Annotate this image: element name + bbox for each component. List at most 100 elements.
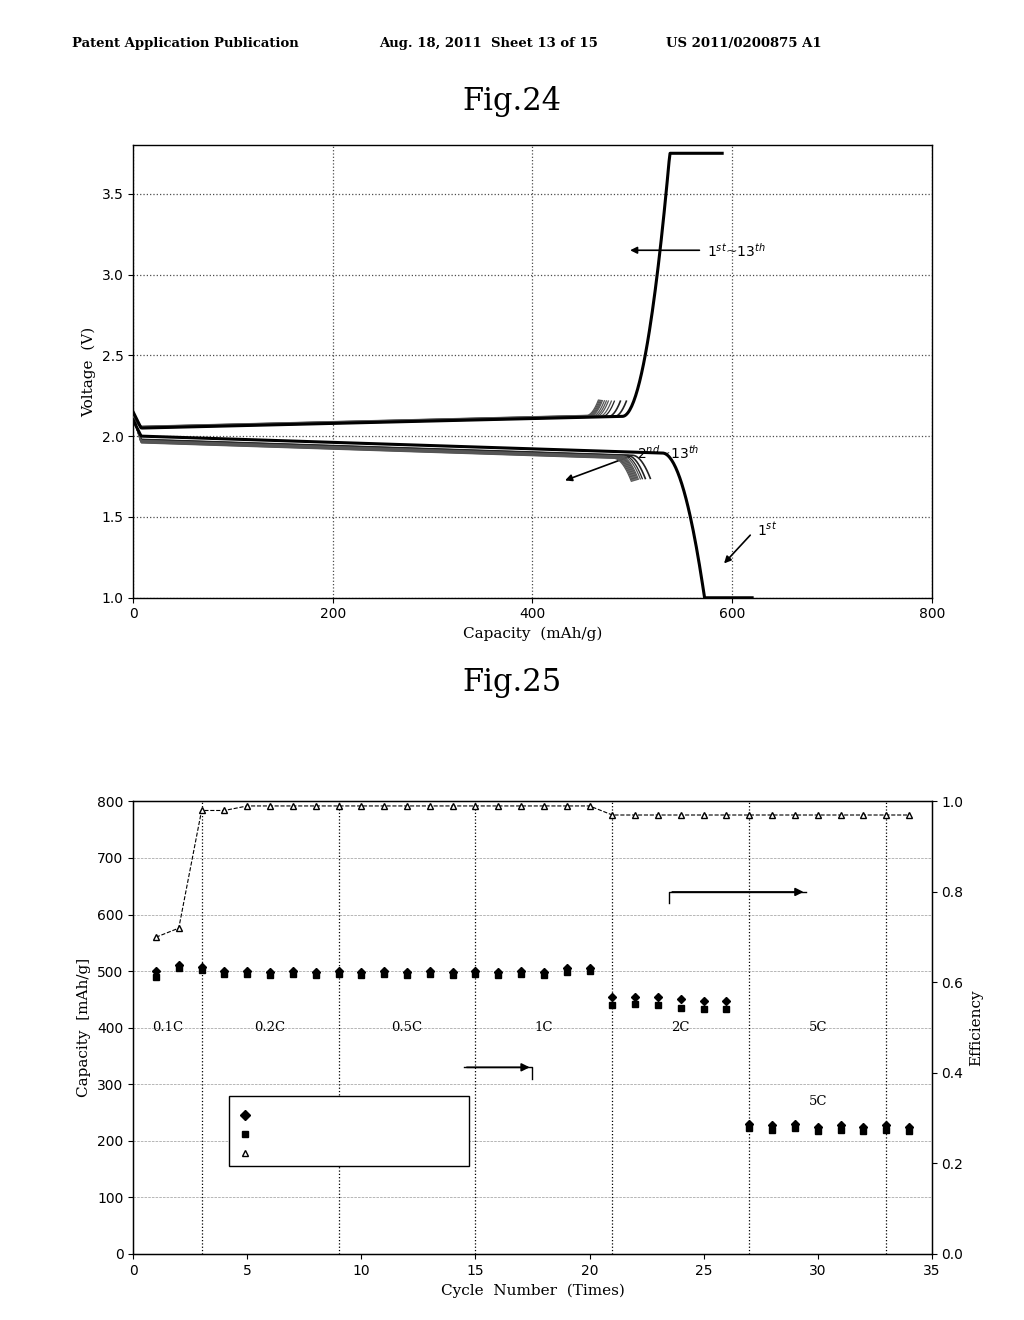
- Efficiency: [469, 799, 481, 814]
- Charge: [606, 989, 618, 1005]
- Charge: [560, 961, 572, 977]
- Efficiency: [309, 799, 322, 814]
- Efficiency: [218, 803, 230, 818]
- Charge: [493, 965, 505, 981]
- Charge: [309, 965, 322, 981]
- Line: Charge: Charge: [154, 962, 911, 1130]
- Discharge: [264, 968, 276, 983]
- Text: US 2011/0200875 A1: US 2011/0200875 A1: [666, 37, 821, 50]
- Efficiency: [743, 807, 756, 822]
- Text: Discharge: Discharge: [263, 1127, 331, 1140]
- Discharge: [309, 968, 322, 983]
- Charge: [515, 964, 527, 979]
- Charge: [150, 964, 162, 979]
- Discharge: [675, 1001, 687, 1016]
- Text: $1^{st}$: $1^{st}$: [757, 521, 777, 539]
- Charge: [424, 964, 436, 979]
- Discharge: [857, 1123, 869, 1139]
- Discharge: [629, 997, 641, 1012]
- Discharge: [446, 968, 459, 983]
- Charge: [903, 1119, 915, 1135]
- Discharge: [515, 966, 527, 982]
- Charge: [241, 964, 253, 979]
- Text: 5C: 5C: [809, 1022, 827, 1034]
- Discharge: [652, 997, 665, 1012]
- Charge: [766, 1117, 778, 1133]
- Efficiency: [880, 807, 892, 822]
- Charge: [857, 1119, 869, 1135]
- Discharge: [560, 965, 572, 981]
- Discharge: [766, 1122, 778, 1138]
- Charge: [584, 961, 596, 977]
- Discharge: [743, 1121, 756, 1137]
- Charge: [173, 957, 185, 973]
- Efficiency: [264, 799, 276, 814]
- Efficiency: [812, 807, 824, 822]
- Efficiency: [400, 799, 413, 814]
- Y-axis label: Capacity  [mAh/g]: Capacity [mAh/g]: [78, 958, 91, 1097]
- Efficiency: [766, 807, 778, 822]
- Line: Discharge: Discharge: [154, 965, 911, 1134]
- Discharge: [333, 966, 345, 982]
- Discharge: [378, 966, 390, 982]
- Discharge: [903, 1123, 915, 1139]
- Charge: [629, 989, 641, 1005]
- Discharge: [538, 968, 550, 983]
- Charge: [697, 993, 710, 1008]
- Efficiency: [652, 807, 665, 822]
- Efficiency: [287, 799, 299, 814]
- Discharge: [788, 1121, 801, 1137]
- Charge: [469, 964, 481, 979]
- Efficiency: [835, 807, 847, 822]
- Efficiency: [196, 803, 208, 818]
- Efficiency: [173, 920, 185, 936]
- Y-axis label: Efficiency: Efficiency: [969, 990, 983, 1067]
- Charge: [652, 989, 665, 1005]
- Discharge: [287, 966, 299, 982]
- Efficiency: [560, 799, 572, 814]
- Charge: [218, 964, 230, 979]
- Efficiency: [241, 799, 253, 814]
- Charge: [287, 964, 299, 979]
- Discharge: [606, 997, 618, 1012]
- Charge: [378, 964, 390, 979]
- Discharge: [218, 966, 230, 982]
- Y-axis label: Voltage  (V): Voltage (V): [82, 326, 96, 417]
- Text: Charge: Charge: [263, 1109, 312, 1122]
- Charge: [812, 1119, 824, 1135]
- Efficiency: [720, 807, 732, 822]
- Discharge: [424, 966, 436, 982]
- Efficiency: [150, 929, 162, 945]
- Discharge: [150, 969, 162, 985]
- Discharge: [880, 1122, 892, 1138]
- Efficiency: [788, 807, 801, 822]
- Efficiency: [629, 807, 641, 822]
- Efficiency: [424, 799, 436, 814]
- Efficiency: [857, 807, 869, 822]
- Efficiency: [697, 807, 710, 822]
- Efficiency: [538, 799, 550, 814]
- Text: 0.5C: 0.5C: [391, 1022, 423, 1034]
- Discharge: [812, 1123, 824, 1139]
- Discharge: [584, 964, 596, 979]
- Efficiency: [493, 799, 505, 814]
- Text: 0.1C: 0.1C: [152, 1022, 183, 1034]
- Text: 2C: 2C: [672, 1022, 690, 1034]
- Efficiency: [378, 799, 390, 814]
- Charge: [835, 1117, 847, 1133]
- Line: Efficiency: Efficiency: [153, 803, 912, 941]
- Efficiency: [606, 807, 618, 822]
- Text: 0.2C: 0.2C: [255, 1022, 286, 1034]
- Charge: [880, 1117, 892, 1133]
- Discharge: [196, 962, 208, 978]
- Charge: [264, 965, 276, 981]
- Discharge: [697, 1001, 710, 1016]
- Charge: [400, 964, 413, 979]
- Charge: [196, 958, 208, 974]
- Discharge: [835, 1122, 847, 1138]
- Efficiency: [515, 799, 527, 814]
- Charge: [788, 1115, 801, 1131]
- Charge: [743, 1115, 756, 1131]
- Efficiency: [355, 799, 368, 814]
- Discharge: [355, 968, 368, 983]
